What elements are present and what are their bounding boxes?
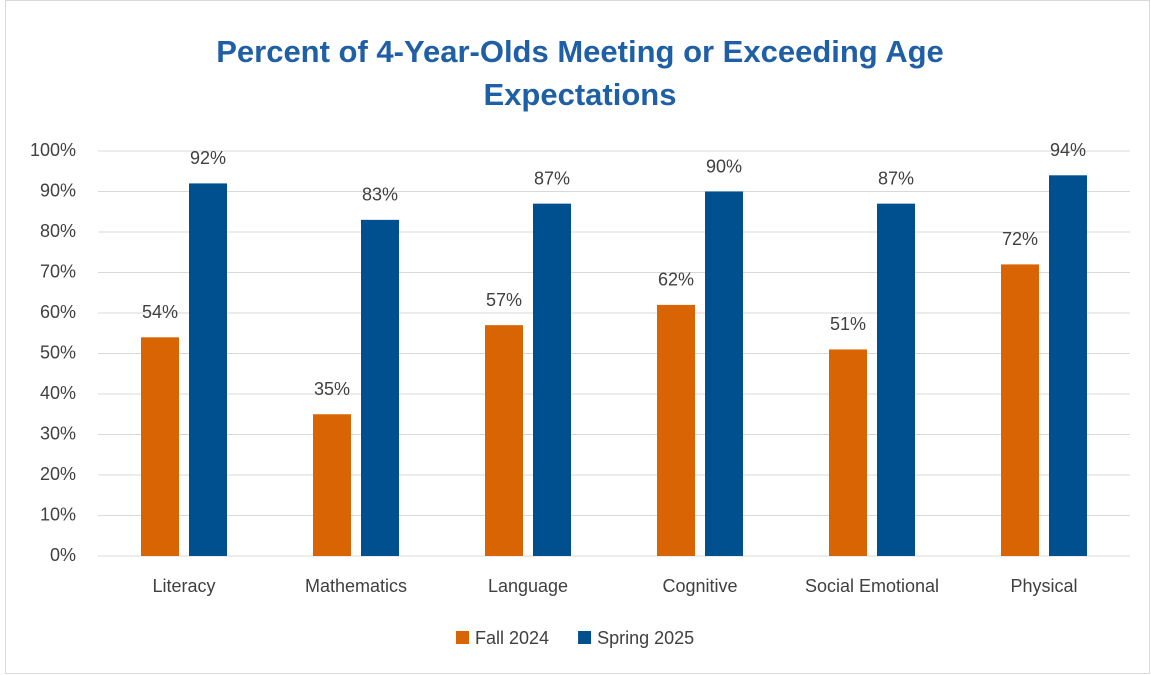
data-label: 87%: [534, 168, 570, 188]
legend-swatch: [578, 631, 592, 644]
bar: [1049, 175, 1087, 557]
data-label: 90%: [706, 156, 742, 176]
x-tick-label: Literacy: [152, 576, 215, 596]
x-tick-label: Physical: [1010, 576, 1077, 596]
legend-swatch: [456, 631, 469, 644]
chart-border: [5, 0, 1150, 674]
data-label: 72%: [1002, 229, 1038, 249]
data-label: 35%: [314, 379, 350, 399]
bar: [1001, 264, 1039, 556]
bar: [189, 183, 227, 556]
y-tick-label: 30%: [40, 423, 76, 443]
bar: [313, 414, 351, 556]
legend-label: Fall 2024: [475, 628, 549, 648]
data-label: 87%: [878, 168, 914, 188]
legend-label: Spring 2025: [597, 628, 694, 648]
data-label: 51%: [830, 314, 866, 334]
y-tick-label: 70%: [40, 261, 76, 281]
data-label: 83%: [362, 185, 398, 205]
y-tick-label: 90%: [40, 180, 76, 200]
y-tick-label: 20%: [40, 464, 76, 484]
data-label: 62%: [658, 270, 694, 290]
bar: [705, 191, 743, 556]
bar: [533, 203, 571, 556]
bar: [877, 203, 915, 556]
bar: [361, 219, 399, 556]
x-tick-label: Mathematics: [305, 576, 407, 596]
y-tick-label: 50%: [40, 342, 76, 362]
y-tick-label: 100%: [30, 140, 76, 160]
x-tick-label: Language: [488, 576, 568, 596]
x-tick-label: Social Emotional: [805, 576, 939, 596]
y-tick-label: 80%: [40, 221, 76, 241]
bar: [829, 349, 867, 556]
y-tick-label: 10%: [40, 504, 76, 524]
data-label: 92%: [190, 148, 226, 168]
bar: [657, 304, 695, 556]
data-label: 57%: [486, 290, 522, 310]
bar: [141, 337, 179, 556]
chart-title: Percent of 4-Year-Olds Meeting or Exceed…: [216, 34, 944, 112]
x-tick-label: Cognitive: [662, 576, 737, 596]
y-tick-label: 40%: [40, 383, 76, 403]
data-label: 54%: [142, 302, 178, 322]
y-tick-label: 60%: [40, 302, 76, 322]
data-label: 94%: [1050, 140, 1086, 160]
bar: [485, 325, 523, 556]
y-tick-label: 0%: [50, 545, 76, 565]
